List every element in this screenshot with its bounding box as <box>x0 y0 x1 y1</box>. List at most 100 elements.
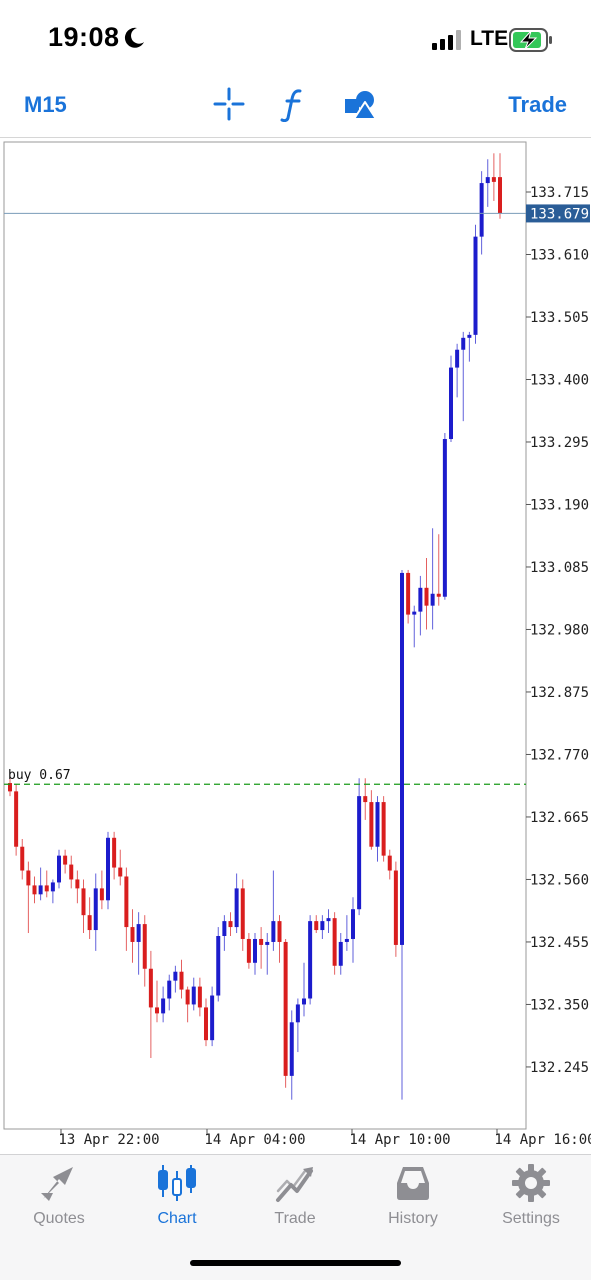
candle-body <box>210 995 215 1041</box>
chart-toolbar: M15 Trade <box>0 80 591 138</box>
signal-icon <box>432 30 461 50</box>
candle-body <box>216 936 221 996</box>
candle-body <box>467 334 472 338</box>
tab-history[interactable]: History <box>354 1155 472 1235</box>
quotes-arrows-icon <box>41 1167 73 1201</box>
candle-body <box>130 927 135 942</box>
candlestick-icon <box>158 1165 196 1201</box>
candle-body <box>87 915 92 931</box>
plot-frame <box>3 141 527 1130</box>
candle-body <box>161 998 166 1014</box>
candle-body <box>369 802 374 847</box>
candle-body <box>326 918 331 922</box>
candle-body <box>485 177 490 184</box>
y-tick-label: 133.190 <box>530 497 589 513</box>
tab-label: Settings <box>502 1210 560 1227</box>
y-tick-label: 132.245 <box>530 1060 589 1076</box>
status-bar: 19:08 LTE <box>0 0 591 80</box>
candle-body <box>498 177 502 214</box>
x-tick-label: 14 Apr 04:00 <box>204 1132 305 1148</box>
candle-body <box>185 989 190 1005</box>
candle-body <box>81 888 86 916</box>
y-tick-label: 133.610 <box>530 247 589 263</box>
current-price-tag <box>526 204 590 223</box>
candle-body <box>204 1007 208 1041</box>
candle-body <box>32 885 37 895</box>
y-tick-label: 133.295 <box>530 435 589 451</box>
candle-body <box>265 941 270 945</box>
candle-body <box>253 938 257 963</box>
inbox-icon <box>397 1167 429 1200</box>
y-tick-label: 132.875 <box>530 685 589 701</box>
moon-icon <box>124 27 144 48</box>
candle-body <box>424 587 429 606</box>
candle-body <box>393 870 398 945</box>
x-tick-label: 13 Apr 22:00 <box>58 1132 159 1148</box>
candle-body <box>461 337 466 350</box>
tab-chart[interactable]: Chart <box>118 1155 236 1235</box>
tab-label: Quotes <box>33 1210 85 1227</box>
y-tick-label: 132.665 <box>530 810 589 826</box>
y-tick-label: 133.085 <box>530 560 589 576</box>
candle-body <box>106 837 110 901</box>
candle-body <box>363 796 368 803</box>
candle-body <box>112 837 117 868</box>
candle-body <box>20 846 25 871</box>
y-tick-label: 133.400 <box>530 372 589 388</box>
candle-body <box>191 986 196 1005</box>
y-tick-label: 132.455 <box>530 935 589 951</box>
candle-body <box>240 888 245 939</box>
candle-body <box>381 802 386 856</box>
objects-icon[interactable] <box>343 86 377 122</box>
candle-body <box>99 888 104 901</box>
trade-button[interactable]: Trade <box>508 92 567 117</box>
candle-body <box>179 971 184 990</box>
candle-body <box>320 921 325 931</box>
home-indicator <box>190 1260 401 1266</box>
candle-body <box>228 921 233 928</box>
candle-body <box>8 783 12 792</box>
y-tick-label: 133.715 <box>530 185 589 201</box>
crosshair-icon[interactable] <box>212 86 246 122</box>
tab-label: History <box>388 1210 438 1227</box>
candle-body <box>57 855 61 883</box>
current-price-label: 133.679 <box>530 206 589 222</box>
candle-body <box>412 611 417 615</box>
candle-body <box>357 796 362 910</box>
candle-body <box>308 921 313 999</box>
gear-icon <box>512 1164 550 1202</box>
candle-body <box>332 918 337 966</box>
tab-settings[interactable]: Settings <box>472 1155 590 1235</box>
candle-body <box>148 968 153 1008</box>
candle-body <box>197 986 202 1008</box>
candle-body <box>38 885 43 895</box>
candle-body <box>69 864 74 880</box>
candle-body <box>259 938 264 945</box>
tab-quotes[interactable]: Quotes <box>0 1155 118 1235</box>
candle-body <box>222 921 227 936</box>
candle-body <box>63 855 68 865</box>
candle-body <box>344 938 349 942</box>
candle-body <box>136 924 141 942</box>
candle-body <box>14 791 19 847</box>
candle-body <box>155 1007 159 1014</box>
trade-line-icon <box>276 1167 313 1202</box>
candle-body <box>473 236 478 335</box>
chart-area[interactable]: 133.715 133.610 133.505 133.400 133.295 133.1… <box>0 139 591 1154</box>
indicators-icon[interactable] <box>278 86 312 122</box>
candle-body <box>142 924 147 969</box>
y-tick-label: 132.980 <box>530 622 589 638</box>
candle-body <box>246 938 251 963</box>
candle-body <box>436 593 441 597</box>
tab-trade[interactable]: Trade <box>236 1155 354 1235</box>
candle-body <box>271 921 276 942</box>
price-chart[interactable]: 133.715 133.610 133.505 133.400 133.295 133.1… <box>0 139 591 1154</box>
candle-body <box>400 572 404 945</box>
candle-body <box>289 1022 294 1076</box>
timeframe-button[interactable]: M15 <box>24 92 67 117</box>
candle-body <box>442 439 447 597</box>
candle-body <box>491 177 496 182</box>
candle-body <box>314 921 319 931</box>
candle-body <box>375 802 380 847</box>
y-tick-label: 132.350 <box>530 997 589 1013</box>
